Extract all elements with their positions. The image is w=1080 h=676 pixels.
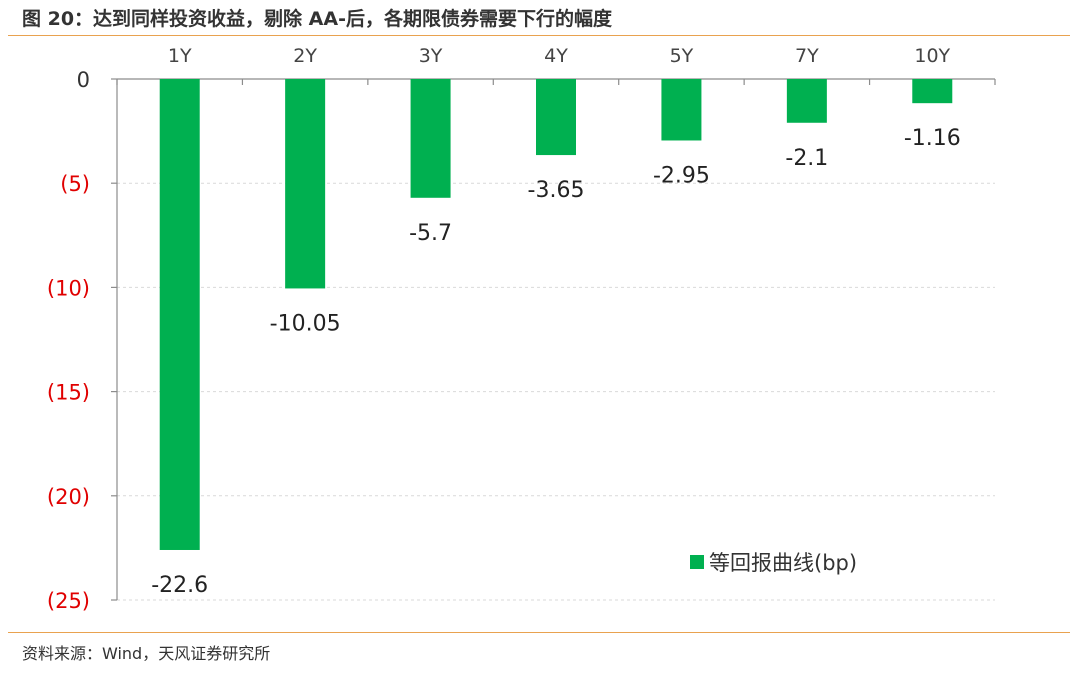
gridlines bbox=[117, 182, 995, 601]
title-divider bbox=[8, 35, 1070, 36]
bar bbox=[536, 79, 576, 156]
x-tick-label: 5Y bbox=[670, 45, 694, 67]
legend: 等回报曲线(bp) bbox=[690, 551, 857, 575]
y-tick-label: (5) bbox=[60, 172, 90, 196]
data-label: -1.16 bbox=[904, 126, 961, 151]
figure-title: 图 20：达到同样投资收益，剔除 AA-后，各期限债券需要下行的幅度 bbox=[22, 8, 612, 30]
x-tick-label: 7Y bbox=[795, 45, 819, 67]
x-axis-ticks: 1Y 2Y 3Y 4Y 5Y 7Y 10Y bbox=[168, 45, 951, 67]
source-note: 资料来源：Wind，天风证券研究所 bbox=[22, 644, 271, 663]
footer-divider bbox=[8, 632, 1070, 633]
legend-swatch bbox=[690, 555, 704, 569]
axes bbox=[111, 78, 996, 601]
y-tick-label: (25) bbox=[47, 589, 90, 613]
y-axis-ticks: 0 (5) (10) (15) (20) (25) bbox=[47, 68, 90, 613]
y-tick-label: (10) bbox=[47, 276, 90, 300]
legend-label: 等回报曲线(bp) bbox=[709, 551, 857, 575]
x-tick-label: 1Y bbox=[168, 45, 192, 67]
data-label: -3.65 bbox=[528, 178, 585, 203]
y-tick-label: (20) bbox=[47, 485, 90, 509]
y-tick-label: (15) bbox=[47, 381, 90, 405]
bar bbox=[285, 79, 326, 289]
x-tick-label: 3Y bbox=[419, 45, 443, 67]
data-labels: -22.6 -10.05 -5.7 -3.65 -2.95 -2.1 -1.16 bbox=[151, 126, 961, 598]
data-label: -22.6 bbox=[151, 573, 208, 598]
bar bbox=[159, 79, 200, 550]
bar bbox=[661, 79, 702, 141]
bar-series bbox=[159, 79, 953, 550]
bar bbox=[786, 79, 827, 123]
bar bbox=[410, 79, 451, 198]
data-label: -2.1 bbox=[785, 146, 828, 171]
data-label: -10.05 bbox=[270, 311, 341, 336]
y-tick-label: 0 bbox=[77, 68, 90, 92]
data-label: -2.95 bbox=[653, 163, 710, 188]
x-tick-label: 2Y bbox=[293, 45, 317, 67]
bar bbox=[912, 79, 953, 104]
x-tick-label: 10Y bbox=[914, 45, 950, 67]
data-label: -5.7 bbox=[409, 221, 452, 246]
x-tick-label: 4Y bbox=[544, 45, 568, 67]
